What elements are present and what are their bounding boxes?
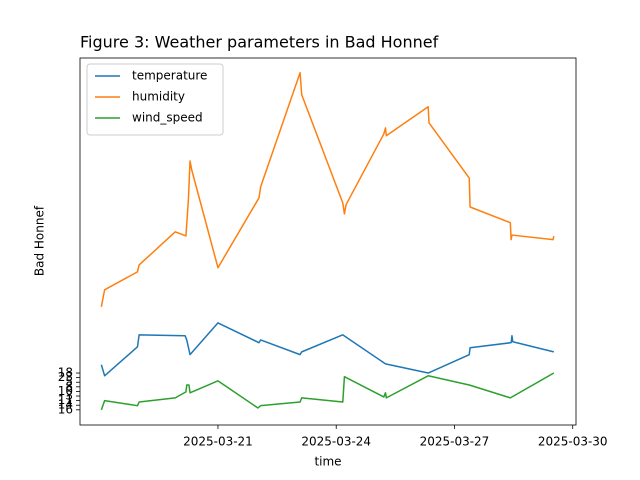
legend-label: temperature — [132, 69, 207, 83]
y-tick-label: 8 — [65, 379, 73, 393]
x-axis-label: time — [314, 455, 341, 469]
line-series — [100, 322, 555, 377]
x-tick-label: 2025-03-27 — [420, 435, 490, 449]
y-tick-label: 5 — [65, 375, 73, 389]
y-axis-label: Bad Honnef — [33, 205, 47, 276]
line-series — [100, 71, 555, 307]
y-tick-label: 18 — [58, 366, 73, 380]
legend-box — [86, 63, 224, 136]
y-tick-label: 23 — [58, 370, 73, 384]
y-tick-label: 11 — [58, 393, 73, 407]
x-tick-label: 2025-03-30 — [538, 435, 608, 449]
legend-label: wind_speed — [132, 111, 203, 125]
chart-title: Figure 3: Weather parameters in Bad Honn… — [80, 33, 439, 52]
y-tick-label: 3 — [65, 389, 73, 403]
legend-label: humidity — [132, 90, 185, 104]
y-tick-label: 16 — [58, 402, 73, 416]
x-tick-label: 2025-03-24 — [301, 435, 371, 449]
y-tick-label: 10 — [58, 384, 73, 398]
line-series — [100, 372, 555, 411]
y-tick-label: 14 — [58, 398, 73, 412]
plot-frame — [79, 57, 577, 426]
x-tick-label: 2025-03-21 — [183, 435, 253, 449]
